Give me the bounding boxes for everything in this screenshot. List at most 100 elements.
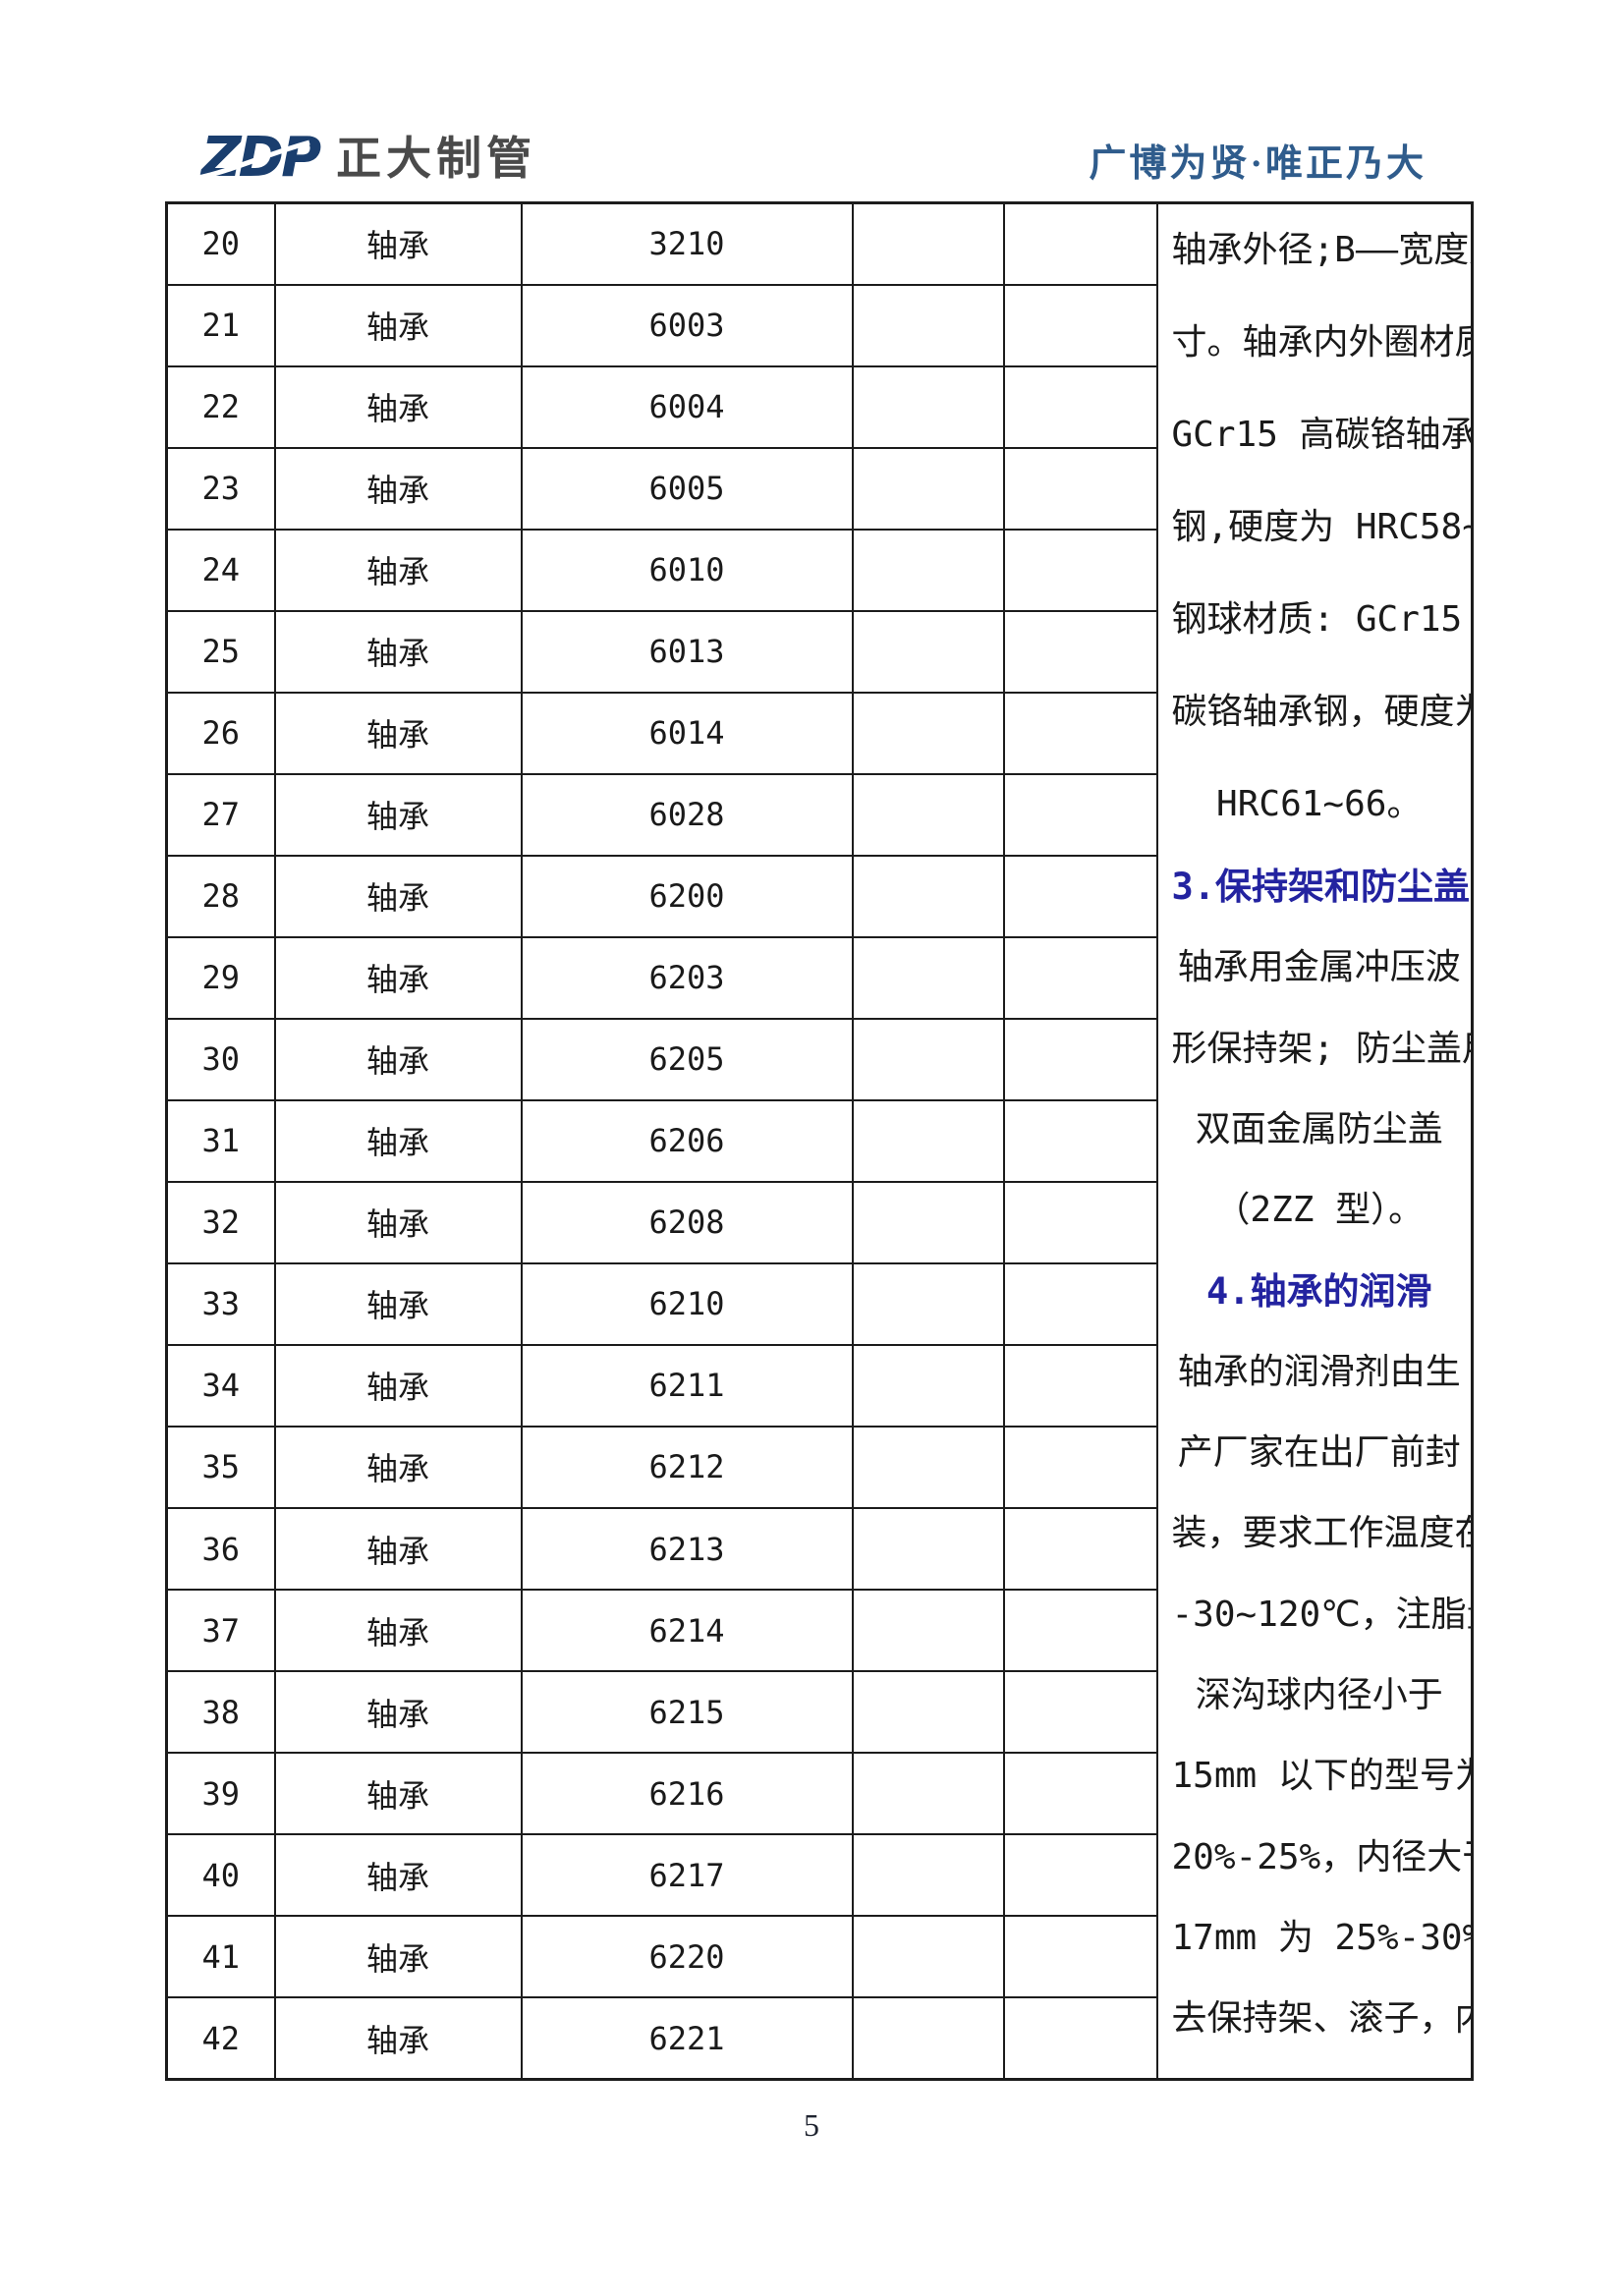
notes-line: HRC61~66。 [1216,784,1423,824]
notes-line: GCr15 高碳铬轴承 [1171,415,1473,455]
row-model: 6221 [520,1996,854,2081]
notes-line: -30~120℃，注脂量 [1171,1594,1473,1635]
row-no: 21 [165,283,276,367]
row-col4-cell [851,1915,1005,1999]
notes-section-heading: 3.保持架和防尘盖 [1171,866,1471,908]
row-model: 6216 [520,1752,854,1836]
row-col4-cell [851,1261,1005,1346]
row-col5-cell [1002,772,1158,857]
row-col5-cell [1002,935,1158,1020]
table-row: 29 轴承 6203 [165,935,1473,1020]
notes-line: 钢,硬度为 HRC58~65 [1171,507,1471,547]
row-name: 轴承 [273,1506,523,1592]
row-model: 6003 [520,283,854,367]
row-col4-cell [851,201,1005,286]
row-col5-cell [1002,691,1158,775]
row-no: 34 [165,1343,276,1428]
table-row: 25 轴承 6013 [165,609,1473,694]
notes-line: 15mm 以下的型号为 [1171,1756,1473,1797]
row-col4-cell [851,1752,1005,1836]
notes-line: 形保持架; 防尘盖用 [1171,1028,1473,1069]
row-model: 6215 [520,1670,854,1755]
row-model: 6217 [520,1833,854,1918]
row-col5-cell [1002,1915,1158,1999]
row-col4-cell [851,772,1005,857]
row-col5-cell [1002,528,1158,612]
table-row: 22 轴承 6004 [165,364,1473,449]
row-name: 轴承 [273,528,523,612]
table-row: 23 轴承 6005 [165,446,1473,531]
row-name: 轴承 [273,1589,523,1673]
row-no: 29 [165,935,276,1020]
notes-line: （2ZZ 型）。 [1214,1190,1425,1231]
row-col4-cell [851,1343,1005,1428]
row-no: 27 [165,772,276,857]
row-col4-cell [851,364,1005,449]
row-col4-cell [851,935,1005,1020]
row-name: 轴承 [273,1425,523,1510]
row-model: 6203 [520,935,854,1020]
table-row: 34 轴承 6211 [165,1343,1473,1428]
row-model: 6212 [520,1425,854,1510]
row-model: 6200 [520,854,854,938]
row-col5-cell [1002,1589,1158,1673]
row-model: 6004 [520,364,854,449]
row-no: 39 [165,1752,276,1836]
row-col5-cell [1002,1670,1158,1755]
row-model: 3210 [520,201,854,286]
row-col5-cell [1002,1098,1158,1183]
row-col4-cell [851,1017,1005,1101]
row-col4-cell [851,1098,1005,1183]
notes-line: 碳铬轴承钢，硬度为 [1171,692,1473,732]
row-col5-cell [1002,1017,1158,1101]
row-col5-cell [1002,364,1158,449]
row-col4-cell [851,609,1005,694]
row-no: 22 [165,364,276,449]
row-col4-cell [851,1833,1005,1918]
notes-line: 深沟球内径小于 [1195,1675,1443,1715]
row-model: 6213 [520,1506,854,1592]
row-model: 6220 [520,1915,854,1999]
row-model: 6208 [520,1180,854,1264]
row-model: 6211 [520,1343,854,1428]
notes-section-heading: 4.轴承的润滑 [1205,1269,1432,1313]
row-col4-cell [851,283,1005,367]
row-no: 25 [165,609,276,694]
row-no: 42 [165,1996,276,2081]
notes-line: 20%-25%，内径大于 [1171,1836,1473,1877]
table-row: 31 轴承 6206 [165,1098,1473,1183]
table-row: 30 轴承 6205 [165,1017,1473,1101]
row-model: 6205 [520,1017,854,1101]
row-no: 32 [165,1180,276,1264]
header-slogan: 广博为贤·唯正乃大 [1089,143,1427,185]
page-number: 5 [804,2107,819,2143]
row-no: 38 [165,1670,276,1755]
row-name: 轴承 [273,1996,523,2081]
row-model: 6010 [520,528,854,612]
row-no: 33 [165,1261,276,1346]
row-name: 轴承 [273,1180,523,1264]
row-model: 6014 [520,691,854,775]
row-col4-cell [851,446,1005,531]
row-col5-cell [1002,1343,1158,1428]
row-name: 轴承 [273,446,523,531]
row-col4-cell [851,528,1005,612]
row-col4-cell [851,1425,1005,1510]
row-col4-cell [851,1180,1005,1264]
row-name: 轴承 [273,609,523,694]
row-col4-cell [851,1996,1005,2081]
row-col5-cell [1002,1506,1158,1592]
logo-company-name: 正大制管 [336,132,537,185]
row-no: 26 [165,691,276,775]
row-name: 轴承 [273,364,523,449]
row-no: 23 [165,446,276,531]
row-col4-cell [851,691,1005,775]
table-row: 42 轴承 6221 [165,1996,1473,2081]
row-col4-cell [851,1589,1005,1673]
notes-line: 装，要求工作温度在 [1171,1513,1473,1554]
row-no: 41 [165,1915,276,1999]
